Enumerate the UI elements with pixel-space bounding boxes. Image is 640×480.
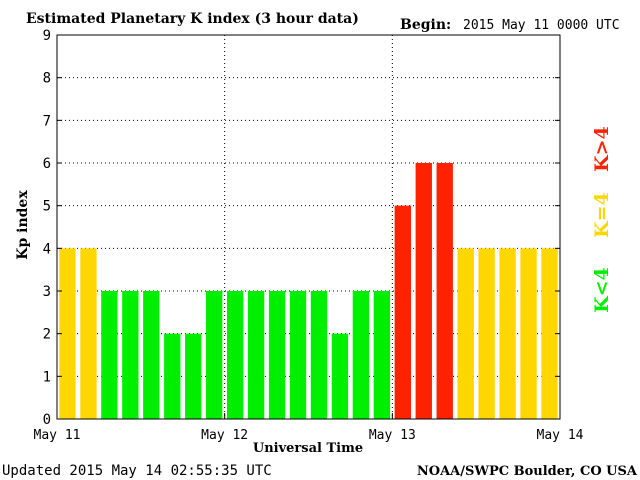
kp-bar xyxy=(457,248,474,419)
begin-value: 2015 May 11 0000 UTC xyxy=(463,18,620,33)
kp-bar xyxy=(436,163,453,419)
y-axis-ticks: 0 1 2 3 4 5 6 7 8 9 xyxy=(43,28,560,428)
kp-bar xyxy=(143,291,160,419)
kp-bar xyxy=(520,248,537,419)
x-axis-label: Universal Time xyxy=(253,441,363,456)
kp-bar xyxy=(59,248,76,419)
kp-bar xyxy=(478,248,495,419)
kp-bar xyxy=(185,333,202,419)
x-tick-label: May 14 xyxy=(537,428,584,443)
legend-k-greater-4: K>4 xyxy=(591,126,613,172)
y-tick-label: 0 xyxy=(43,412,51,428)
kp-bar xyxy=(541,248,558,419)
kp-bar xyxy=(289,291,307,419)
kp-bar xyxy=(101,291,118,419)
y-tick-label: 3 xyxy=(43,284,51,300)
y-tick-label: 2 xyxy=(43,327,51,343)
kp-bar xyxy=(226,291,244,419)
kp-bar xyxy=(268,291,286,419)
kp-bar xyxy=(122,291,139,419)
kp-bar xyxy=(80,248,97,419)
legend-k-less-4: K<4 xyxy=(591,267,613,313)
kp-bar xyxy=(394,205,411,419)
bars xyxy=(59,163,558,419)
kp-bar xyxy=(310,291,328,419)
y-tick-label: 7 xyxy=(43,113,51,129)
kp-bar xyxy=(164,333,181,419)
updated-timestamp: Updated 2015 May 14 02:55:35 UTC xyxy=(2,463,272,479)
kp-bar xyxy=(415,163,432,419)
legend-k-equal-4: K=4 xyxy=(591,192,613,238)
kp-bar xyxy=(499,248,516,419)
y-tick-label: 4 xyxy=(43,241,51,257)
y-tick-label: 5 xyxy=(43,199,51,215)
x-tick-label: May 11 xyxy=(34,428,81,443)
kp-bar xyxy=(206,291,223,419)
chart-title: Estimated Planetary K index (3 hour data… xyxy=(26,11,359,27)
y-tick-label: 6 xyxy=(43,156,51,172)
kp-bar xyxy=(331,333,349,419)
x-tick-label: May 13 xyxy=(369,428,416,443)
x-tick-label: May 12 xyxy=(201,428,248,443)
plot-frame xyxy=(56,34,561,420)
begin-label: Begin: xyxy=(400,17,451,33)
y-tick-label: 8 xyxy=(43,71,51,87)
x-axis-ticks: May 11 May 12 May 13 May 14 xyxy=(34,413,584,443)
kp-bar xyxy=(373,291,391,419)
y-tick-label: 1 xyxy=(43,369,51,385)
y-tick-label: 9 xyxy=(43,28,51,44)
y-axis-label: Kp index xyxy=(15,190,31,260)
kp-bar xyxy=(247,291,265,419)
kp-bar xyxy=(352,291,370,419)
credit-text: NOAA/SWPC Boulder, CO USA xyxy=(417,464,638,479)
grid-lines xyxy=(57,35,560,419)
